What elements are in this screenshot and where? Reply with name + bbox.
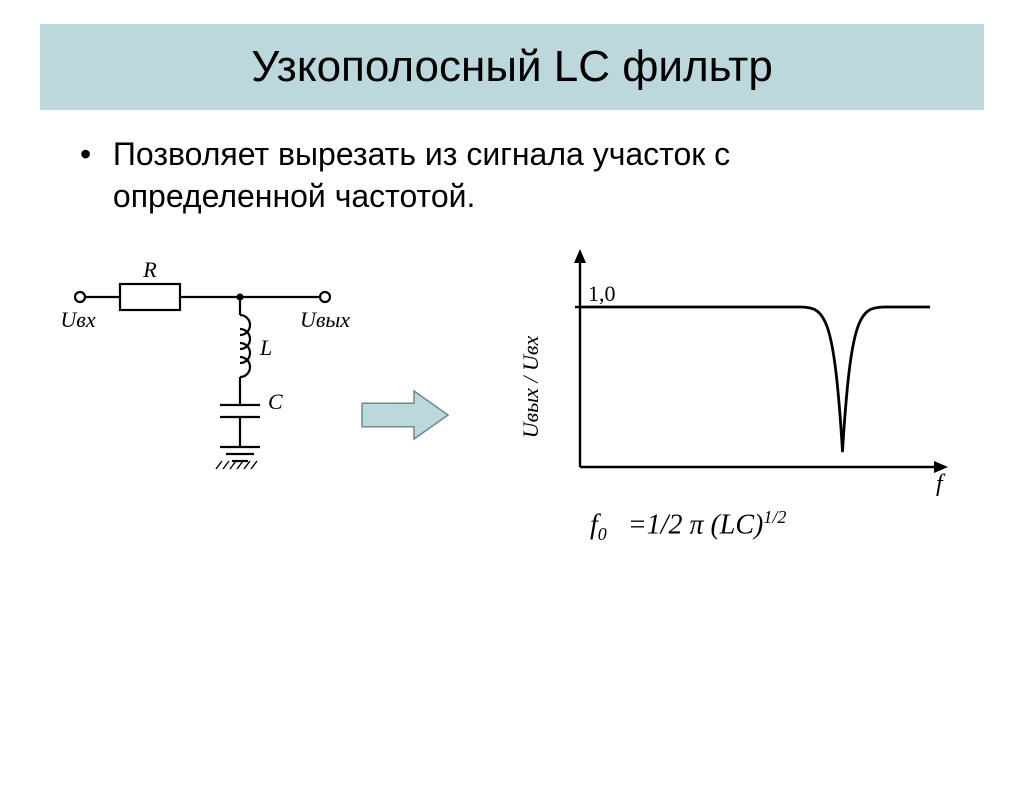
diagram-area: RUвхUвыхLC Uвых / Uвх1,0f f0 =1/2 π (LC)… — [0, 247, 1024, 647]
title-bar: Узкополосный LC фильтр — [40, 24, 984, 110]
svg-text:f: f — [936, 471, 946, 497]
formula-exponent: 1/2 — [763, 507, 786, 527]
slide-title: Узкополосный LC фильтр — [40, 42, 984, 92]
circuit-diagram: R Uвх Uвых L C — [60, 247, 360, 547]
svg-text:L: L — [259, 335, 272, 360]
frequency-response-graph: Uвых / Uвх 1,0 f — [500, 247, 960, 507]
arrow-icon — [360, 387, 460, 447]
formula-rhs: =1/2 π (LC) — [621, 510, 764, 541]
bullet-block: • Позволяет вырезать из сигнала участок … — [80, 134, 964, 217]
svg-text:1,0: 1,0 — [588, 281, 616, 306]
svg-text:Uвх: Uвх — [60, 307, 95, 332]
svg-text:Uвых / Uвх: Uвых / Uвх — [518, 336, 543, 439]
formula-lhs-var: f — [590, 510, 598, 541]
svg-text:C: C — [268, 389, 283, 414]
bullet-dot: • — [80, 134, 104, 176]
svg-text:R: R — [142, 257, 157, 282]
formula-lhs-sub: 0 — [598, 524, 607, 544]
resonance-formula: f0 =1/2 π (LC)1/2 — [590, 507, 786, 545]
bullet-text: Позволяет вырезать из сигнала участок с … — [113, 134, 933, 217]
svg-text:Uвых: Uвых — [300, 307, 350, 332]
